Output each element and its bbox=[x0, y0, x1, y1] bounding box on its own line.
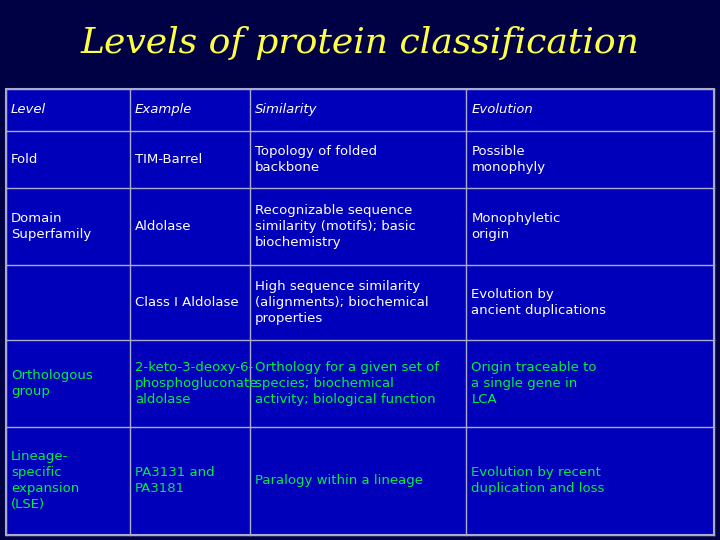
Text: Orthology for a given set of
species; biochemical
activity; biological function: Orthology for a given set of species; bi… bbox=[255, 361, 439, 406]
Text: Evolution by
ancient duplications: Evolution by ancient duplications bbox=[472, 288, 606, 317]
Text: Topology of folded
backbone: Topology of folded backbone bbox=[255, 145, 377, 174]
Text: Aldolase: Aldolase bbox=[135, 220, 192, 233]
Text: High sequence similarity
(alignments); biochemical
properties: High sequence similarity (alignments); b… bbox=[255, 280, 429, 325]
Text: Origin traceable to
a single gene in
LCA: Origin traceable to a single gene in LCA bbox=[472, 361, 597, 406]
Text: Paralogy within a lineage: Paralogy within a lineage bbox=[255, 475, 423, 488]
Text: Class I Aldolase: Class I Aldolase bbox=[135, 296, 238, 309]
Text: 2-keto-3-deoxy-6-
phosphogluconate
aldolase: 2-keto-3-deoxy-6- phosphogluconate aldol… bbox=[135, 361, 258, 406]
Text: Evolution by recent
duplication and loss: Evolution by recent duplication and loss bbox=[472, 467, 605, 496]
Text: Monophyletic
origin: Monophyletic origin bbox=[472, 212, 561, 241]
Text: Levels of protein classification: Levels of protein classification bbox=[81, 26, 639, 60]
Bar bbox=[6, 89, 714, 535]
Text: Level: Level bbox=[11, 103, 46, 116]
Text: Similarity: Similarity bbox=[255, 103, 318, 116]
Text: Orthologous
group: Orthologous group bbox=[11, 369, 93, 398]
Text: PA3131 and
PA3181: PA3131 and PA3181 bbox=[135, 467, 215, 496]
Text: TIM-Barrel: TIM-Barrel bbox=[135, 153, 202, 166]
Text: Fold: Fold bbox=[11, 153, 38, 166]
Text: Possible
monophyly: Possible monophyly bbox=[472, 145, 546, 174]
Text: Example: Example bbox=[135, 103, 192, 116]
Text: Evolution: Evolution bbox=[472, 103, 533, 116]
Text: Domain
Superfamily: Domain Superfamily bbox=[11, 212, 91, 241]
Text: Recognizable sequence
similarity (motifs); basic
biochemistry: Recognizable sequence similarity (motifs… bbox=[255, 204, 416, 249]
Text: Lineage-
specific
expansion
(LSE): Lineage- specific expansion (LSE) bbox=[11, 450, 79, 511]
